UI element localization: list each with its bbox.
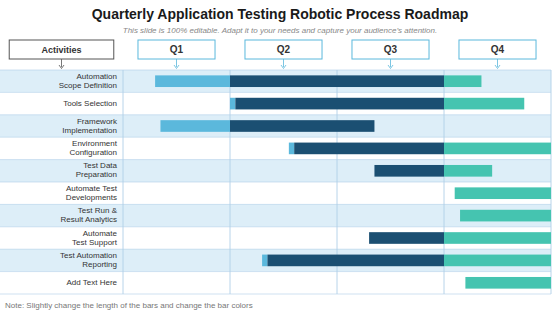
activity-label: Add Text Here [66, 278, 117, 287]
note: Note: Slightly change the length of the … [5, 301, 253, 310]
activity-label-line: Preparation [76, 170, 117, 179]
bar-segment [289, 143, 294, 155]
activity-label: AutomateTest Support [72, 229, 118, 247]
activity-label-line: Add Text Here [66, 278, 117, 287]
bar-segment [262, 255, 267, 267]
activity-label: FrameworkImplementation [62, 117, 118, 135]
activity-label: EnvironmentConfiguration [69, 139, 117, 157]
row-band [0, 160, 551, 182]
row-band [0, 249, 551, 271]
quarter-arrow [176, 59, 177, 67]
activity-label-line: Environment [72, 139, 118, 148]
row-band [0, 137, 551, 159]
grid-line [123, 70, 124, 294]
activity-label-line: Reporting [82, 260, 117, 269]
bar-segment [465, 277, 551, 289]
bar-segment [267, 255, 444, 267]
row-band [0, 204, 551, 226]
quarter-arrow [390, 59, 391, 67]
activity-label-line: Test Run & [78, 206, 118, 215]
y-axis-label: Activities [41, 45, 81, 55]
activity-label-line: Test Data [83, 161, 117, 170]
bar-segment [374, 165, 444, 177]
activity-label-line: Result Analytics [61, 215, 117, 224]
row-divider [0, 137, 551, 138]
activity-label-line: Developments [66, 193, 117, 202]
quarter-label: Q2 [277, 44, 291, 55]
bar-segment [444, 165, 492, 177]
bar-segment [444, 255, 551, 267]
activity-label: AutomationScope Definition [59, 72, 117, 90]
row-divider [0, 92, 551, 93]
quarter-label: Q4 [491, 44, 505, 55]
activity-label-line: Test Support [72, 238, 118, 247]
title: Quarterly Application Testing Robotic Pr… [92, 6, 469, 22]
activities-arrow [61, 59, 62, 67]
row-band [0, 115, 551, 137]
bar-segment [230, 98, 235, 110]
quarter-arrow [283, 59, 284, 67]
quarter-arrow [388, 65, 393, 69]
row-divider [0, 204, 551, 205]
bar-segment [460, 210, 551, 222]
row-divider [0, 271, 551, 272]
activity-label-line: Implementation [62, 126, 117, 135]
activity-label: Tools Selection [63, 99, 117, 108]
row-divider [0, 294, 551, 295]
row-band [0, 92, 551, 114]
bar-segment [160, 120, 230, 132]
activity-label: Test DataPreparation [76, 161, 118, 179]
bar-segment [235, 98, 444, 110]
row-divider [0, 182, 551, 183]
quarter-header [138, 40, 215, 59]
bar-segment [369, 232, 444, 244]
row-divider [0, 114, 551, 115]
activity-label-line: Automate Test [66, 184, 118, 193]
quarter-label: Q3 [384, 44, 398, 55]
row-divider [0, 226, 551, 227]
bar-segment [294, 143, 444, 155]
bar-segment [230, 120, 374, 132]
subtitle: This slide is 100% editable. Adapt it to… [123, 26, 437, 35]
activity-label-line: Scope Definition [59, 81, 117, 90]
bar-segment [444, 143, 551, 155]
chart: Quarterly Application Testing Robotic Pr… [0, 0, 560, 315]
bar-segment [230, 75, 444, 87]
background [0, 0, 560, 315]
bar-segment [444, 98, 524, 110]
activity-label: Test Run &Result Analytics [61, 206, 118, 224]
activity-label-line: Automate [83, 229, 118, 238]
row-divider [0, 70, 551, 71]
activities-header [9, 40, 114, 59]
quarter-label: Q1 [170, 44, 184, 55]
activity-label-line: Automation [77, 72, 117, 81]
bar-segment [455, 187, 551, 199]
quarter-arrow [174, 65, 179, 69]
activity-label-line: Framework [77, 117, 118, 126]
quarter-header [459, 40, 536, 59]
row-band [0, 272, 551, 294]
row-divider [0, 159, 551, 160]
quarter-header [245, 40, 322, 59]
bar-segment [155, 75, 230, 87]
quarter-arrow [497, 59, 498, 67]
row-divider [0, 249, 551, 250]
activity-label-line: Configuration [69, 148, 117, 157]
quarter-arrow [281, 65, 286, 69]
bars [155, 75, 551, 288]
activity-label-line: Tools Selection [63, 99, 117, 108]
bar-segment [444, 232, 551, 244]
row-band [0, 182, 551, 204]
activity-label: Automate TestDevelopments [66, 184, 118, 202]
activity-label-line: Test Automation [60, 251, 117, 260]
row-band [0, 70, 551, 92]
quarter-arrow [495, 65, 500, 69]
quarter-header [352, 40, 429, 59]
row-band [0, 227, 551, 249]
activities-arrow [59, 65, 64, 69]
activity-label: Test AutomationReporting [60, 251, 117, 269]
bar-segment [444, 75, 481, 87]
